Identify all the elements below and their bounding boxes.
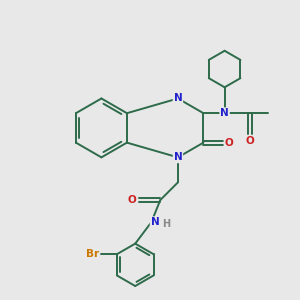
- Text: Br: Br: [86, 249, 99, 259]
- Text: H: H: [162, 219, 170, 229]
- Text: N: N: [220, 108, 229, 118]
- Text: N: N: [173, 94, 182, 103]
- Text: N: N: [173, 152, 182, 162]
- Text: N: N: [151, 217, 159, 227]
- Text: O: O: [225, 138, 233, 148]
- Text: O: O: [245, 136, 254, 146]
- Text: O: O: [127, 195, 136, 205]
